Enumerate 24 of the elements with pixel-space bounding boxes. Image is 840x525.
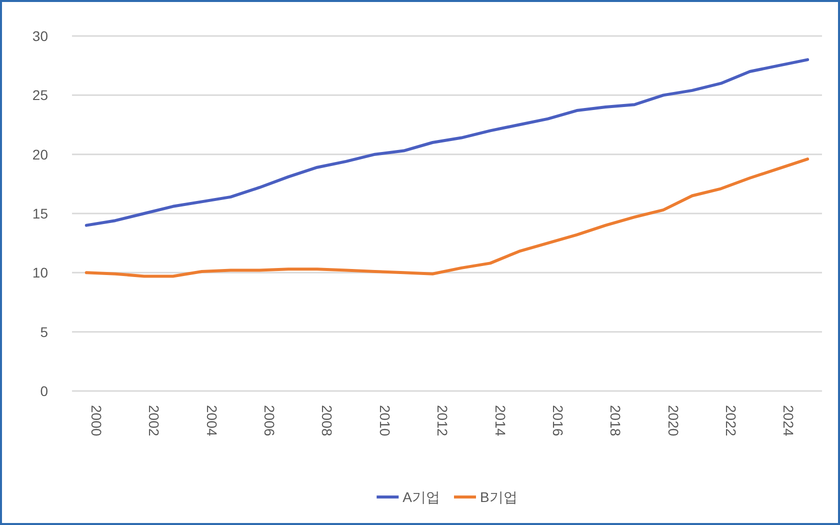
x-tick-label: 2004 [204, 405, 220, 436]
legend-label: A기업 [402, 489, 440, 505]
line-series [84, 158, 810, 278]
y-tick-label: 15 [32, 206, 48, 222]
y-tick-label: 25 [32, 87, 48, 104]
x-tick-label: 2016 [550, 405, 566, 436]
x-tick-label: 2020 [665, 405, 682, 436]
x-tick-label: 2000 [88, 405, 104, 436]
x-tick-label: 2024 [780, 405, 797, 436]
x-tick-label: 2008 [319, 405, 336, 436]
y-tick-label: 10 [32, 264, 48, 281]
x-tick-label: 2010 [376, 405, 393, 436]
x-tick-label: 2018 [608, 405, 624, 436]
x-tick-label: 2014 [492, 405, 508, 436]
x-tick-label: 2012 [434, 405, 451, 436]
y-tick-label: 20 [32, 146, 48, 162]
x-tick-label: 2022 [723, 405, 740, 436]
x-tick-label: 2002 [146, 405, 162, 436]
y-tick-label: 0 [40, 383, 48, 399]
y-tick-label: 30 [32, 28, 48, 44]
legend-label: B기업 [480, 489, 518, 505]
x-tick-label: 2006 [262, 405, 278, 436]
line-series [84, 58, 810, 227]
y-tick-label: 5 [40, 324, 48, 340]
